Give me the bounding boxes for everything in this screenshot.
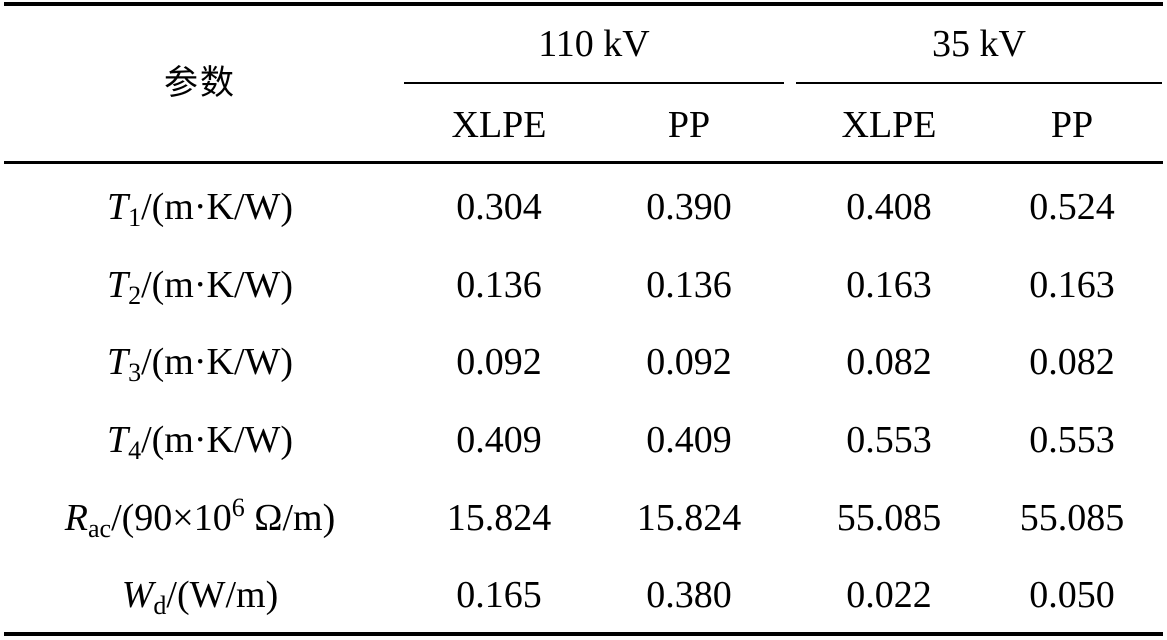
table-header-rule (4, 161, 1163, 164)
table-cell: 0.163 (846, 264, 932, 306)
column-header: PP (1050, 104, 1094, 146)
table-cell: 0.524 (1029, 186, 1115, 228)
group-header-35kv: 35 kV (932, 23, 1026, 65)
table-cell: 0.082 (1029, 341, 1115, 383)
group-header-110kv: 110 kV (538, 23, 650, 65)
column-header: XLPE (451, 104, 547, 146)
table-cell: 0.092 (456, 341, 542, 383)
row-label-t1: T1/(m·K/W) (4, 185, 396, 232)
table-bottom-rule (4, 632, 1163, 636)
table-cell: 0.165 (456, 574, 542, 616)
group-35kv-rule (796, 82, 1162, 84)
table-cell: 0.022 (846, 574, 932, 616)
row-symbol: W (121, 574, 154, 616)
row-subscript: ac (87, 514, 112, 543)
table-cell: 0.136 (456, 264, 542, 306)
table-cell: 0.390 (646, 186, 732, 228)
row-symbol: T (106, 419, 129, 461)
row-unit: /(m·K/W) (141, 264, 294, 306)
row-subscript: 4 (128, 436, 142, 465)
row-superscript: 6 (231, 493, 245, 522)
row-symbol: T (106, 341, 129, 383)
row-unit: /(m·K/W) (141, 186, 294, 228)
row-label-rac: Rac/(90×106 Ω/m) (4, 493, 396, 543)
table-cell: 0.136 (646, 264, 732, 306)
group-110kv-rule (404, 82, 784, 84)
row-label-t3: T3/(m·K/W) (4, 340, 396, 387)
table-cell: 0.082 (846, 341, 932, 383)
table-cell: 55.085 (1019, 497, 1125, 539)
table-cell: 0.408 (846, 186, 932, 228)
table-cell: 0.553 (846, 419, 932, 461)
row-label-wd: Wd/(W/m) (4, 573, 396, 620)
row-unit: /(m·K/W) (141, 341, 294, 383)
row-symbol: T (106, 186, 129, 228)
table-cell: 0.409 (646, 419, 732, 461)
row-subscript: d (153, 591, 167, 620)
row-symbol: T (106, 264, 129, 306)
row-label-t2: T2/(m·K/W) (4, 263, 396, 310)
corner-header: 参数 (164, 63, 236, 103)
table-cell: 0.163 (1029, 264, 1115, 306)
row-subscript: 3 (128, 358, 142, 387)
table-cell: 0.380 (646, 574, 732, 616)
column-header: PP (667, 104, 711, 146)
table-top-rule (4, 2, 1163, 6)
column-header: XLPE (841, 104, 937, 146)
table-cell: 15.824 (636, 497, 742, 539)
row-unit: /(m·K/W) (141, 419, 294, 461)
table-cell: 0.050 (1029, 574, 1115, 616)
table-cell: 0.409 (456, 419, 542, 461)
row-label-t4: T4/(m·K/W) (4, 418, 396, 465)
row-unit: /(W/m) (166, 574, 279, 616)
table-cell: 0.304 (456, 186, 542, 228)
table-cell: 0.553 (1029, 419, 1115, 461)
table-cell: 55.085 (836, 497, 942, 539)
table-cell: 15.824 (446, 497, 552, 539)
row-unit: /(90×10 (111, 497, 232, 539)
row-subscript: 2 (128, 281, 142, 310)
row-subscript: 1 (128, 203, 142, 232)
table-cell: 0.092 (646, 341, 732, 383)
row-symbol: R (64, 497, 88, 539)
row-unit-tail: Ω/m) (244, 497, 336, 539)
